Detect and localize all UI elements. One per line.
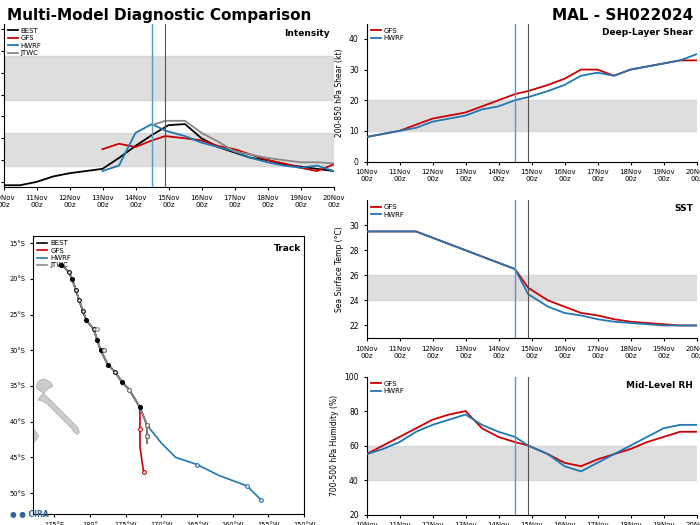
Text: SST: SST xyxy=(674,204,693,213)
Polygon shape xyxy=(36,379,79,435)
Point xyxy=(95,346,106,354)
Text: Mid-Level RH: Mid-Level RH xyxy=(626,381,693,390)
Text: Track: Track xyxy=(274,245,302,254)
Bar xyxy=(367,100,696,131)
Text: MAL - SH022024: MAL - SH022024 xyxy=(552,8,693,23)
Point xyxy=(70,286,81,294)
Point xyxy=(56,260,67,269)
Y-axis label: 700-500 hPa Humidity (%): 700-500 hPa Humidity (%) xyxy=(330,395,339,496)
Point xyxy=(63,268,74,276)
Point xyxy=(109,368,120,376)
Point xyxy=(80,316,92,324)
Bar xyxy=(367,275,696,300)
Legend: GFS, HWRF: GFS, HWRF xyxy=(368,25,407,44)
Bar xyxy=(4,56,333,100)
Legend: GFS, HWRF: GFS, HWRF xyxy=(368,378,407,397)
Point xyxy=(192,460,203,469)
Point xyxy=(116,378,127,386)
Bar xyxy=(367,446,696,480)
Point xyxy=(241,482,253,490)
Y-axis label: 200-850 hPa Shear (kt): 200-850 hPa Shear (kt) xyxy=(335,48,344,137)
Point xyxy=(88,324,99,333)
Text: Intensity: Intensity xyxy=(285,28,330,38)
Text: Deep-Layer Shear: Deep-Layer Shear xyxy=(602,28,693,37)
Y-axis label: Sea Surface Temp (°C): Sea Surface Temp (°C) xyxy=(335,226,344,312)
Text: Multi-Model Diagnostic Comparison: Multi-Model Diagnostic Comparison xyxy=(7,8,312,23)
Legend: GFS, HWRF: GFS, HWRF xyxy=(368,202,407,220)
Point xyxy=(92,324,103,333)
Polygon shape xyxy=(0,429,38,466)
Point xyxy=(141,432,153,440)
Point xyxy=(141,421,153,429)
Point xyxy=(99,346,110,354)
Point xyxy=(66,275,78,283)
Point xyxy=(138,467,149,476)
Bar xyxy=(4,133,333,165)
Legend: BEST, GFS, HWRF, JTWC: BEST, GFS, HWRF, JTWC xyxy=(34,237,74,271)
Legend: BEST, GFS, HWRF, JTWC: BEST, GFS, HWRF, JTWC xyxy=(5,25,45,59)
Point xyxy=(124,385,135,394)
Point xyxy=(141,432,153,440)
Point xyxy=(134,425,146,433)
Point xyxy=(77,307,88,315)
Point xyxy=(99,346,110,354)
Point xyxy=(134,403,146,412)
Point xyxy=(102,360,113,369)
Point xyxy=(141,421,153,429)
Point xyxy=(256,496,267,505)
Point xyxy=(92,335,103,344)
Point xyxy=(124,385,135,394)
Text: ● ● CIRA: ● ● CIRA xyxy=(10,510,49,519)
Point xyxy=(74,296,85,304)
